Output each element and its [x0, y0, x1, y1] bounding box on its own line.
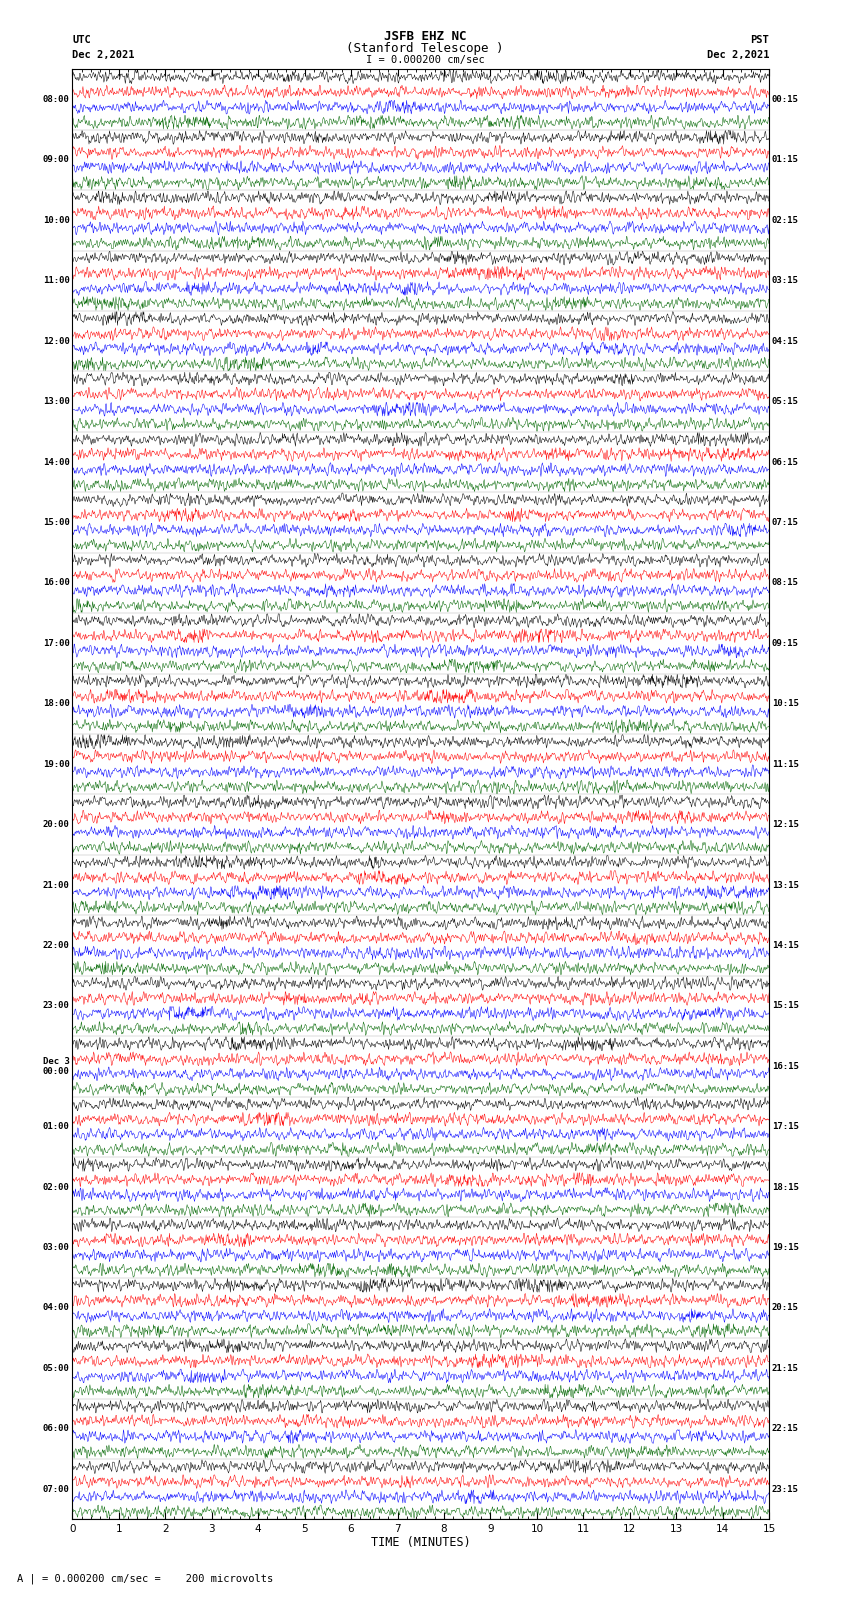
- Text: 21:00: 21:00: [42, 881, 70, 889]
- Text: 06:00: 06:00: [42, 1424, 70, 1434]
- Text: 17:00: 17:00: [42, 639, 70, 648]
- Text: 08:00: 08:00: [42, 95, 70, 105]
- Text: 18:15: 18:15: [772, 1182, 799, 1192]
- Text: 15:15: 15:15: [772, 1002, 799, 1010]
- Text: 13:15: 13:15: [772, 881, 799, 889]
- Text: Dec 3
00:00: Dec 3 00:00: [42, 1057, 70, 1076]
- Text: 04:15: 04:15: [772, 337, 799, 345]
- Text: 16:00: 16:00: [42, 579, 70, 587]
- Text: 19:15: 19:15: [772, 1244, 799, 1252]
- Text: 22:00: 22:00: [42, 940, 70, 950]
- Text: I = 0.000200 cm/sec: I = 0.000200 cm/sec: [366, 55, 484, 65]
- Text: 11:15: 11:15: [772, 760, 799, 769]
- Text: 03:15: 03:15: [772, 276, 799, 286]
- Text: Dec 2,2021: Dec 2,2021: [706, 50, 769, 60]
- Text: 13:00: 13:00: [42, 397, 70, 406]
- Text: 10:00: 10:00: [42, 216, 70, 224]
- Text: 07:00: 07:00: [42, 1484, 70, 1494]
- Text: PST: PST: [751, 35, 769, 45]
- Text: 16:15: 16:15: [772, 1061, 799, 1071]
- Text: 09:00: 09:00: [42, 155, 70, 165]
- Text: 12:00: 12:00: [42, 337, 70, 345]
- Text: 04:00: 04:00: [42, 1303, 70, 1313]
- Text: 18:00: 18:00: [42, 700, 70, 708]
- Text: 02:00: 02:00: [42, 1182, 70, 1192]
- Text: 01:00: 01:00: [42, 1123, 70, 1131]
- Text: 01:15: 01:15: [772, 155, 799, 165]
- Text: 06:15: 06:15: [772, 458, 799, 466]
- Text: 05:00: 05:00: [42, 1365, 70, 1373]
- Text: 12:15: 12:15: [772, 819, 799, 829]
- X-axis label: TIME (MINUTES): TIME (MINUTES): [371, 1537, 471, 1550]
- Text: JSFB EHZ NC: JSFB EHZ NC: [383, 29, 467, 44]
- Text: 07:15: 07:15: [772, 518, 799, 527]
- Text: A | = 0.000200 cm/sec =    200 microvolts: A | = 0.000200 cm/sec = 200 microvolts: [17, 1573, 273, 1584]
- Text: 20:00: 20:00: [42, 819, 70, 829]
- Text: (Stanford Telescope ): (Stanford Telescope ): [346, 42, 504, 55]
- Text: UTC: UTC: [72, 35, 91, 45]
- Text: 05:15: 05:15: [772, 397, 799, 406]
- Text: 14:15: 14:15: [772, 940, 799, 950]
- Text: 09:15: 09:15: [772, 639, 799, 648]
- Text: 00:15: 00:15: [772, 95, 799, 105]
- Text: 17:15: 17:15: [772, 1123, 799, 1131]
- Text: 11:00: 11:00: [42, 276, 70, 286]
- Text: 23:15: 23:15: [772, 1484, 799, 1494]
- Text: 23:00: 23:00: [42, 1002, 70, 1010]
- Text: 03:00: 03:00: [42, 1244, 70, 1252]
- Text: 15:00: 15:00: [42, 518, 70, 527]
- Text: Dec 2,2021: Dec 2,2021: [72, 50, 135, 60]
- Text: 10:15: 10:15: [772, 700, 799, 708]
- Text: 08:15: 08:15: [772, 579, 799, 587]
- Text: 21:15: 21:15: [772, 1365, 799, 1373]
- Text: 02:15: 02:15: [772, 216, 799, 224]
- Text: 22:15: 22:15: [772, 1424, 799, 1434]
- Text: 19:00: 19:00: [42, 760, 70, 769]
- Text: 20:15: 20:15: [772, 1303, 799, 1313]
- Text: 14:00: 14:00: [42, 458, 70, 466]
